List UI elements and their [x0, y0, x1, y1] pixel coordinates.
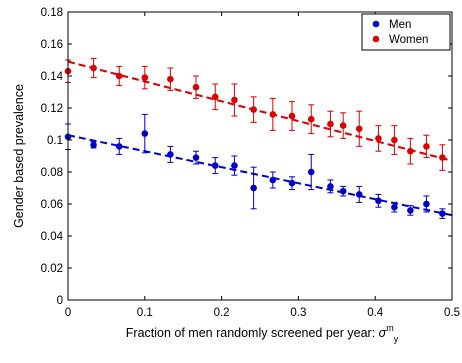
data-point-men [307, 168, 315, 176]
data-point-men [211, 162, 219, 169]
legend-marker-women [372, 35, 380, 43]
data-point-men [407, 207, 414, 214]
data-point-men [327, 183, 334, 190]
y-tick-label: 0.18 [41, 7, 63, 19]
data-point-women [339, 122, 347, 129]
x-axis-label: Fraction of men randomly screened per ye… [126, 323, 399, 344]
x-axis-label-sup: m [386, 323, 394, 333]
data-point-women [192, 83, 200, 91]
data-point-women [231, 96, 238, 104]
y-tick-label: 0.12 [41, 103, 63, 115]
data-point-women [167, 75, 174, 83]
data-point-women [211, 93, 219, 101]
y-tick-label: 0.1 [47, 135, 63, 147]
x-tick-label: 0 [65, 307, 71, 319]
legend: Men Women [361, 13, 451, 51]
series-women [64, 57, 446, 171]
data-point-women [327, 120, 334, 128]
data-point-women [307, 115, 315, 123]
x-tick-label: 0.5 [444, 307, 460, 319]
data-point-men [250, 184, 257, 192]
data-point-women [250, 106, 257, 113]
data-point-men [375, 197, 382, 205]
y-tick-label: 0.06 [41, 199, 63, 211]
x-axis-label-sub: y [394, 334, 399, 344]
data-point-men [269, 176, 277, 184]
data-point-women [439, 154, 446, 161]
fit-line-women [67, 60, 453, 162]
y-axis-label: Gender based prevalence [12, 84, 26, 228]
y-tick-label: 0.02 [41, 263, 63, 275]
x-tick-label: 0.3 [290, 307, 306, 319]
data-point-men [355, 191, 363, 198]
data-points [64, 57, 446, 219]
data-point-men [115, 143, 123, 150]
x-tick-label: 0.2 [214, 307, 230, 319]
y-tick-label: 0.08 [41, 167, 63, 179]
data-point-women [269, 111, 277, 118]
data-point-women [391, 136, 398, 144]
data-point-women [355, 125, 363, 133]
legend-box [361, 13, 451, 51]
data-point-women [288, 112, 296, 120]
plot-frame [67, 11, 453, 301]
y-tick-label: 0.14 [41, 71, 64, 83]
data-point-men [423, 200, 430, 208]
data-point-men [339, 187, 347, 195]
x-axis-label-text: Fraction of men randomly screened per ye… [126, 326, 379, 340]
data-point-men [141, 130, 149, 137]
data-point-women [115, 72, 123, 80]
legend-label-men: Men [389, 19, 411, 31]
data-point-men [192, 154, 200, 161]
data-point-women [141, 74, 149, 81]
data-point-men [90, 141, 97, 149]
x-tick-label: 0.1 [137, 307, 153, 319]
data-point-women [90, 64, 97, 72]
series-men [64, 113, 446, 219]
data-point-women [423, 143, 430, 150]
fit-lines [67, 60, 453, 217]
y-tick-label: 0.04 [41, 231, 64, 243]
axis-ticks: 0 0.1 0.2 0.3 0.4 0.5 0 0.02 0.04 0.06 0.08 0.1 0.12… [41, 7, 460, 319]
data-point-women [375, 135, 382, 142]
data-point-men [288, 179, 296, 187]
y-tick-label: 0 [57, 295, 63, 307]
data-point-men [231, 162, 238, 169]
y-tick-label: 0.16 [41, 39, 63, 51]
legend-label-women: Women [389, 34, 428, 46]
legend-marker-men [372, 20, 380, 28]
data-point-women [407, 147, 414, 155]
data-point-men [439, 210, 446, 217]
data-point-men [167, 151, 174, 158]
x-axis-label-symbol: σ [379, 326, 387, 340]
data-point-men [391, 203, 398, 211]
x-tick-label: 0.4 [367, 307, 384, 319]
